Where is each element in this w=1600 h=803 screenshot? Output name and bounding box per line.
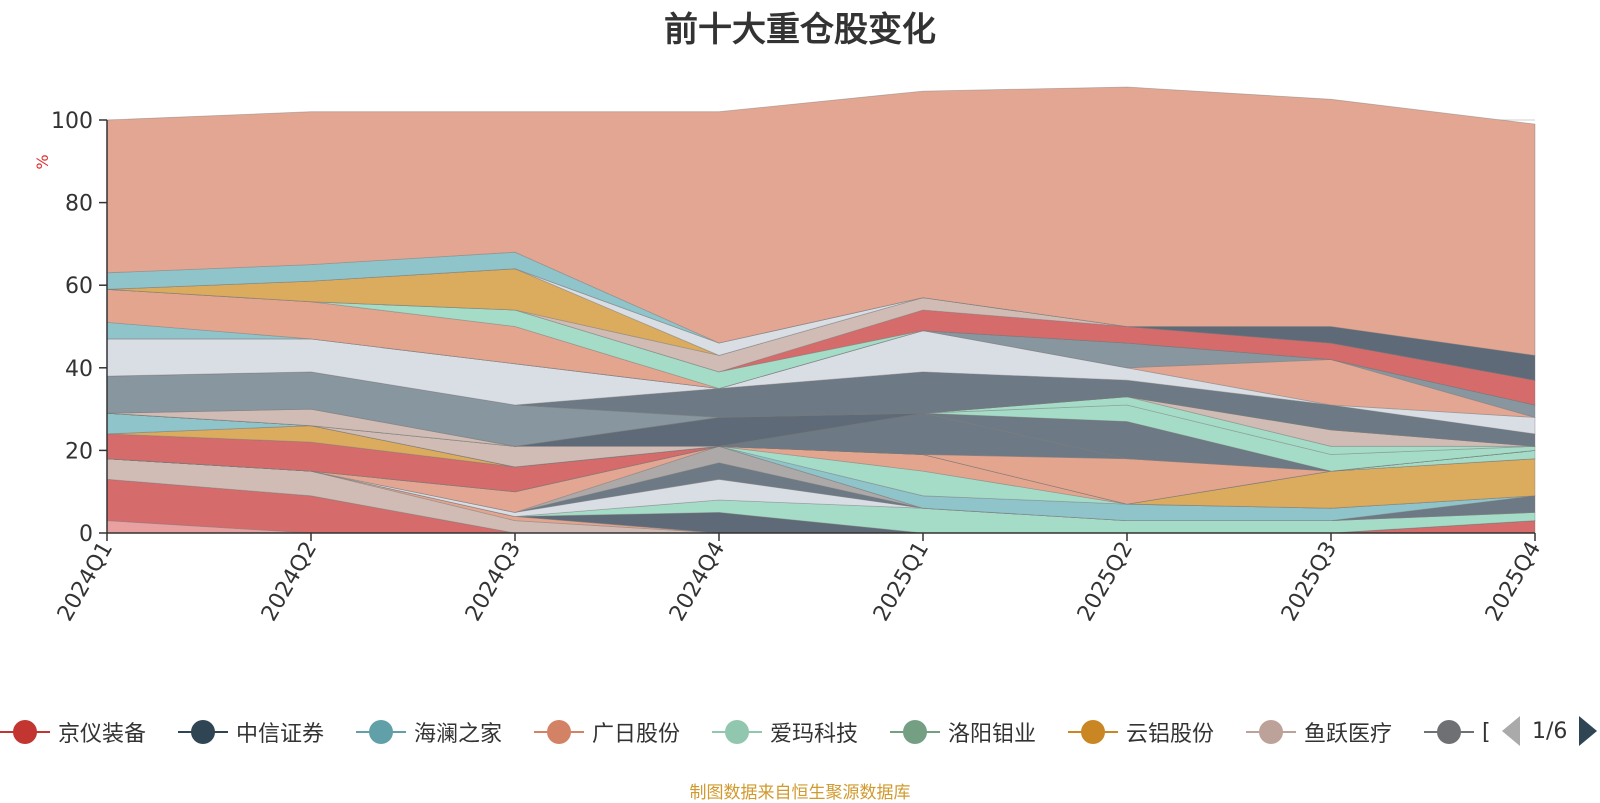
legend-label: 广日股份 (592, 722, 681, 747)
y-tick-label: 20 (65, 439, 93, 464)
legend-item[interactable]: [ (1424, 712, 1491, 752)
stacked-areas (106, 86, 1536, 534)
area-chart: 0 20 40 60 80 100 2024Q1 2024Q2 2024Q3 2024Q4 2025… (33, 86, 1546, 626)
legend-label: 京仪装备 (58, 722, 147, 747)
legend-item[interactable]: 洛阳钼业 (890, 712, 1036, 752)
legend-item[interactable]: 爱玛科技 (712, 712, 858, 752)
legend-marker-icon (0, 720, 50, 744)
legend-item[interactable]: 京仪装备 (0, 712, 146, 752)
legend-label: 云铝股份 (1126, 722, 1215, 747)
area-s18 (106, 425, 1536, 505)
legend-item[interactable]: 鱼跃医疗 (1246, 712, 1392, 752)
legend-marker-icon (1246, 720, 1296, 744)
x-tick-label: 2024Q3 (461, 538, 526, 626)
chart-title: 前十大重仓股变化 (664, 10, 936, 50)
x-tick-label: 2025Q2 (1073, 538, 1138, 626)
y-tick-label: 60 (65, 274, 93, 299)
legend-marker-icon (1068, 720, 1118, 744)
legend-item[interactable]: 海澜之家 (356, 712, 502, 752)
legend-label: 中信证券 (236, 722, 325, 747)
legend-item[interactable]: 云铝股份 (1068, 712, 1214, 752)
legend-marker-icon (1424, 720, 1474, 744)
legend-label: 爱玛科技 (770, 722, 859, 747)
x-tick-label: 2025Q1 (869, 538, 934, 626)
legend-marker-icon (534, 720, 584, 744)
legend-marker-icon (890, 720, 940, 744)
area-s37 (106, 288, 1536, 406)
x-tick-label: 2025Q3 (1277, 538, 1342, 626)
x-tick-label: 2025Q4 (1481, 538, 1546, 626)
legend-next-page-icon[interactable] (1579, 716, 1598, 746)
legend-item[interactable]: 广日股份 (534, 712, 680, 752)
legend-label: 海澜之家 (414, 722, 503, 747)
legend: 京仪装备 中信证券 海澜之家 广日股份 爱玛科技 洛阳钼业 云铝股份 鱼跃医疗 [ (0, 712, 1600, 752)
x-tick-label: 2024Q2 (257, 538, 322, 626)
legend-label: [ (1482, 719, 1491, 745)
legend-label: 鱼跃医疗 (1304, 722, 1393, 747)
legend-prev-page-icon[interactable] (1502, 716, 1520, 746)
legend-page-indicator: 1/6 (1532, 718, 1568, 744)
legend-marker-icon (178, 720, 228, 744)
y-tick-label: 80 (65, 192, 93, 217)
area-s43 (106, 86, 1536, 356)
x-tick-label: 2024Q1 (53, 538, 118, 626)
legend-pager: 1/6 (1502, 716, 1598, 746)
legend-item[interactable]: 中信证券 (178, 712, 324, 752)
y-tick-label: 0 (79, 522, 93, 547)
y-tick-label: 100 (51, 109, 93, 134)
area-s42 (106, 251, 1536, 356)
x-tick-label: 2024Q4 (665, 538, 730, 626)
y-axis-unit-label: % (33, 154, 52, 169)
legend-label: 洛阳钼业 (948, 722, 1037, 747)
legend-marker-icon (356, 720, 406, 744)
legend-marker-icon (712, 720, 762, 744)
area-s25 (106, 404, 1536, 472)
y-tick-label: 40 (65, 357, 93, 382)
source-note: 制图数据来自恒生聚源数据库 (689, 783, 911, 803)
